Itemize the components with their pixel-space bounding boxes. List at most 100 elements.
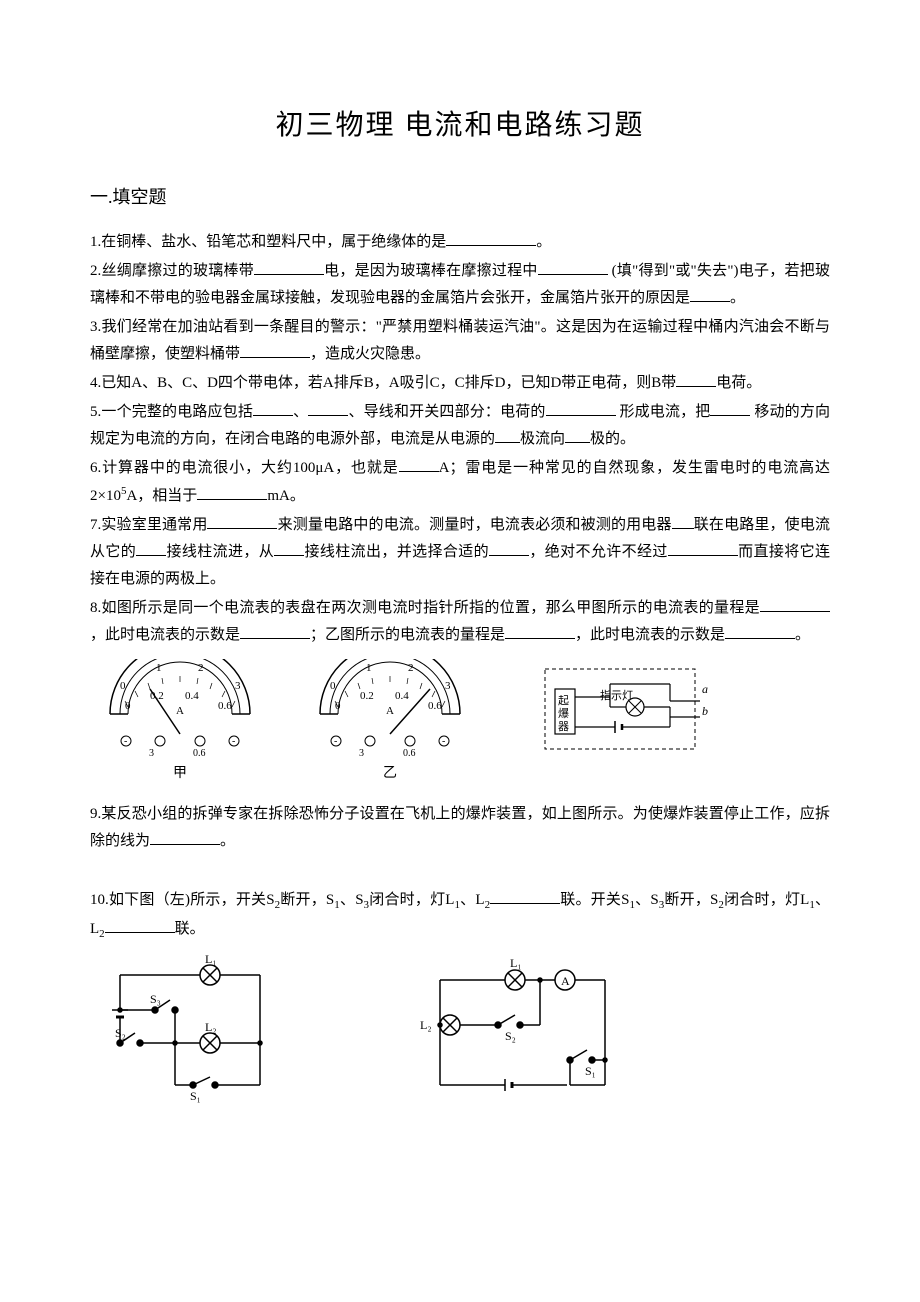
q10i: 闭合时，灯L — [724, 892, 809, 908]
q5d: 形成电流，把 — [619, 404, 710, 420]
blank — [253, 399, 293, 416]
blank — [105, 916, 175, 933]
svg-text:A: A — [561, 974, 570, 988]
q8e: 。 — [795, 627, 810, 643]
q6c: A，相当于 — [126, 488, 197, 504]
title-main: 电流和电路练习题 — [405, 109, 645, 140]
q7e: 接线柱流出，并选择合适的 — [304, 544, 489, 560]
svg-text:1: 1 — [156, 662, 162, 674]
question-1: 1.在铜棒、盐水、铅笔芯和塑料尺中，属于绝缘体的是 。 — [90, 229, 830, 256]
ammeter-1-label: 甲 — [173, 761, 187, 786]
svg-text:0: 0 — [330, 680, 336, 692]
blank — [495, 426, 520, 443]
blank — [710, 399, 750, 416]
svg-text:2: 2 — [408, 662, 414, 674]
svg-text:-: - — [334, 736, 337, 747]
q10d: 闭合时，灯L — [369, 892, 454, 908]
q10b: 断开，S — [280, 892, 334, 908]
q3a: 3.我们经常在加油站看到一条醒目的警示："严禁用塑料桶装运汽油"。这是因为在运输… — [90, 319, 830, 362]
svg-text:-: - — [124, 736, 127, 747]
q8a: 8.如图所示是同一个电流表的表盘在两次测电流时指针所指的位置，那么甲图所示的电流… — [90, 600, 760, 616]
svg-text:S₁: S₁ — [585, 1064, 596, 1078]
q8b: ，此时电流表的示数是 — [90, 627, 240, 643]
q10e: 、L — [460, 892, 485, 908]
svg-text:L₁: L₁ — [510, 956, 522, 970]
svg-text:-: - — [232, 736, 235, 747]
svg-text:L₁: L₁ — [205, 955, 217, 966]
blank — [490, 887, 560, 904]
svg-text:0: 0 — [120, 680, 126, 692]
svg-text:-: - — [442, 736, 445, 747]
ammeter-2-label: 乙 — [383, 761, 397, 786]
q7f: ，绝对不允许不经过 — [529, 544, 668, 560]
q1-text: 1.在铜棒、盐水、铅笔芯和塑料尺中，属于绝缘体的是 — [90, 234, 446, 250]
svg-text:3: 3 — [149, 748, 154, 759]
q5a: 5.一个完整的电路应包括 — [90, 404, 253, 420]
question-6: 6.计算器中的电流很小，大约100μA，也就是A；雷电是一种常见的自然现象，发生… — [90, 455, 830, 510]
blank — [197, 483, 267, 500]
question-5: 5.一个完整的电路应包括、、导线和开关四部分：电荷的 形成电流，把 移动的方向规… — [90, 399, 830, 453]
svg-text:3: 3 — [445, 680, 451, 692]
blank — [538, 258, 608, 275]
blank — [446, 229, 536, 246]
svg-text:0.6: 0.6 — [403, 748, 416, 759]
q6d: mA。 — [267, 488, 305, 504]
svg-text:S₂: S₂ — [505, 1029, 516, 1043]
question-7: 7.实验室里通常用来测量电路中的电流。测量时，电流表必须和被测的用电器联在电路里… — [90, 512, 830, 593]
svg-text:S₃: S₃ — [150, 992, 161, 1006]
svg-text:0: 0 — [125, 700, 131, 712]
q5b: 、 — [293, 404, 308, 420]
svg-text:0.2: 0.2 — [360, 690, 374, 702]
ammeter-2: 0 1 2 3 0 0.2 0.4 0.6 A - 3 0.6 — [300, 659, 480, 786]
q5g: 极的。 — [590, 431, 635, 447]
q1-end: 。 — [536, 234, 551, 250]
blank — [489, 539, 529, 556]
svg-text:L₂: L₂ — [205, 1020, 217, 1034]
blank — [565, 426, 590, 443]
bomb-svg: 起 爆 器 指示灯 a b — [540, 659, 710, 759]
q5c: 、导线和开关四部分：电荷的 — [348, 404, 545, 420]
q7a: 7.实验室里通常用 — [90, 517, 207, 533]
ammeter-1: 0 1 2 3 0 0.2 0.4 0.6 A - 3 0.6 — [90, 659, 270, 786]
blank — [136, 539, 166, 556]
q5f: 极流向 — [520, 431, 565, 447]
circuit-row-10: L₁ S₂ S₃ — [90, 955, 830, 1105]
svg-text:0.6: 0.6 — [218, 700, 232, 712]
q2a: 2.丝绸摩擦过的玻璃棒带 — [90, 263, 254, 279]
blank — [668, 539, 738, 556]
ammeter-svg-2: 0 1 2 3 0 0.2 0.4 0.6 A - 3 0.6 — [300, 659, 480, 759]
figure-row-8: 0 1 2 3 0 0.2 0.4 0.6 A - 3 0.6 — [90, 659, 830, 786]
blank — [760, 595, 830, 612]
svg-text:A: A — [386, 705, 394, 717]
question-8: 8.如图所示是同一个电流表的表盘在两次测电流时指针所指的位置，那么甲图所示的电流… — [90, 595, 830, 649]
blank — [399, 455, 439, 472]
svg-text:2: 2 — [198, 662, 204, 674]
blank — [254, 258, 324, 275]
q7d: 接线柱流进，从 — [166, 544, 274, 560]
q10k: 联。 — [175, 921, 205, 937]
svg-text:3: 3 — [235, 680, 241, 692]
svg-text:a: a — [702, 682, 708, 696]
blank — [207, 512, 277, 529]
blank — [150, 828, 220, 845]
svg-text:0: 0 — [335, 700, 341, 712]
question-4: 4.已知A、B、C、D四个带电体，若A排斥B，A吸引C，C排斥D，已知D带正电荷… — [90, 370, 830, 397]
q8c: ；乙图所示的电流表的量程是 — [310, 627, 505, 643]
svg-text:S₂: S₂ — [115, 1026, 126, 1040]
svg-text:L₂: L₂ — [420, 1018, 432, 1032]
svg-text:S₁: S₁ — [190, 1089, 201, 1103]
q4b: 电荷。 — [716, 375, 761, 391]
q9b: 。 — [220, 833, 235, 849]
blank — [505, 622, 575, 639]
blank — [240, 341, 310, 358]
bomb-device: 起 爆 器 指示灯 a b — [540, 659, 710, 759]
circuit-right: L₁ A L₂ S₂ — [410, 955, 630, 1105]
svg-text:起: 起 — [558, 694, 569, 707]
blank — [308, 399, 348, 416]
blank — [546, 399, 616, 416]
blank — [672, 512, 694, 529]
q10g: 、S — [635, 892, 659, 908]
svg-text:0.6: 0.6 — [193, 748, 206, 759]
q4a: 4.已知A、B、C、D四个带电体，若A排斥B，A吸引C，C排斥D，已知D带正电荷… — [90, 375, 676, 391]
svg-text:1: 1 — [366, 662, 372, 674]
